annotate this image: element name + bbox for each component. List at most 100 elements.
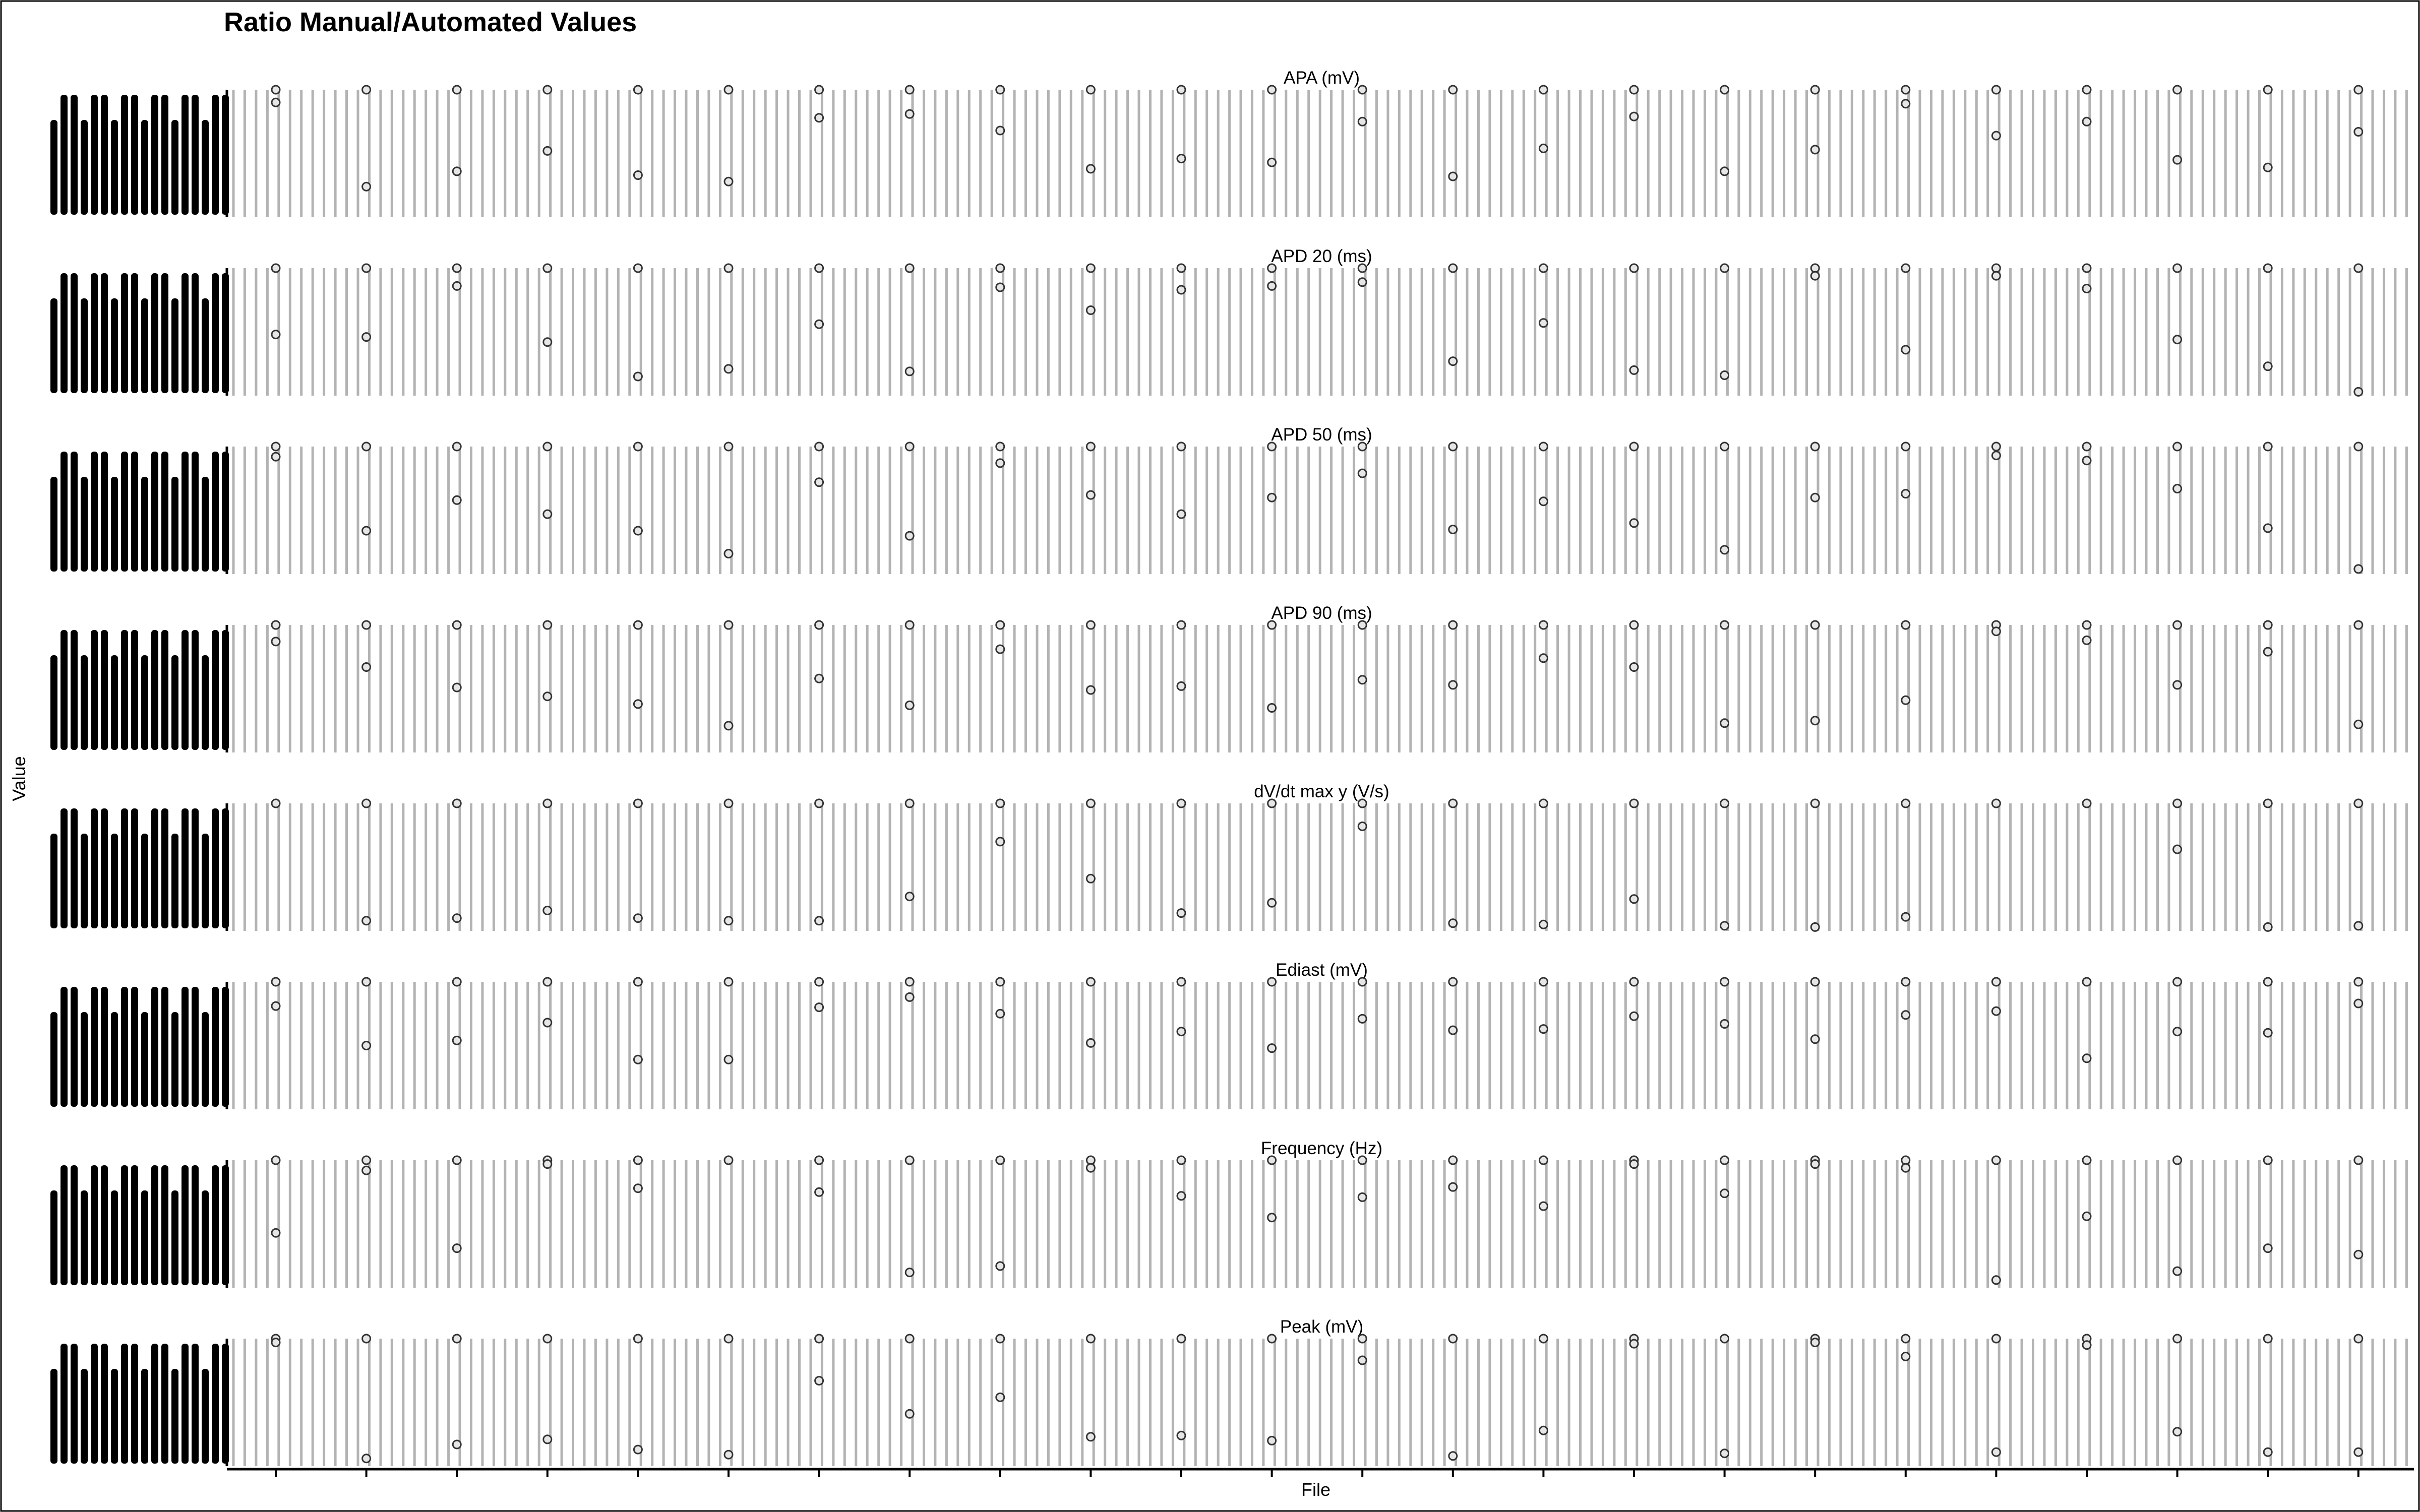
data-point	[1267, 1155, 1277, 1165]
data-point	[1448, 620, 1458, 630]
data-point	[2263, 442, 2273, 452]
y-tick-label-glyphs	[111, 120, 118, 215]
data-point	[2082, 1053, 2092, 1063]
y-tick-label-glyphs	[50, 477, 57, 572]
data-point	[271, 85, 281, 95]
data-point	[904, 85, 915, 95]
y-tick-label-glyphs	[111, 834, 118, 928]
y-tick-label-glyphs	[212, 273, 219, 393]
data-point	[1901, 345, 1911, 355]
data-point	[1901, 798, 1911, 808]
data-point	[452, 1439, 462, 1450]
data-point	[1720, 1019, 1730, 1029]
data-point	[2263, 523, 2273, 533]
y-tick-label-glyphs	[171, 298, 178, 393]
data-point	[1629, 798, 1639, 808]
data-point	[1720, 620, 1730, 630]
panel-title: APD 20 (ms)	[1271, 246, 1372, 266]
y-tick-label-glyphs	[212, 630, 219, 750]
panel-3: APD 50 (ms)	[50, 425, 2408, 574]
y-tick-label-glyphs	[182, 630, 189, 750]
data-point	[904, 977, 915, 987]
data-point	[1720, 1448, 1730, 1459]
y-tick-label-glyphs	[182, 1165, 189, 1285]
data-point	[1991, 442, 2001, 452]
data-point	[1810, 85, 1820, 95]
data-point	[1629, 442, 1639, 452]
y-tick-label-glyphs	[182, 452, 189, 572]
data-point	[1538, 1201, 1548, 1211]
data-point	[542, 1434, 553, 1444]
data-point	[814, 113, 824, 123]
y-tick-label-glyphs	[131, 452, 138, 572]
panel-title: dV/dt max y (V/s)	[1254, 782, 1389, 801]
y-tick-label-block	[50, 987, 229, 1107]
data-point	[2353, 127, 2364, 137]
data-point	[1085, 85, 1096, 95]
data-point	[452, 1155, 462, 1165]
data-point	[1720, 1155, 1730, 1165]
data-point	[2172, 844, 2183, 854]
data-point	[995, 977, 1005, 987]
y-tick-label-glyphs	[111, 655, 118, 750]
data-point	[2353, 85, 2364, 95]
y-tick-label-glyphs	[141, 120, 148, 215]
data-point	[633, 1183, 643, 1193]
data-point	[1538, 620, 1548, 630]
y-tick-label-block	[50, 630, 229, 750]
data-point	[1085, 442, 1096, 452]
y-tick-label-glyphs	[171, 655, 178, 750]
data-point	[723, 977, 734, 987]
y-tick-label-glyphs	[192, 630, 199, 750]
data-point	[2353, 921, 2364, 931]
data-point	[995, 1334, 1005, 1344]
data-point	[1901, 977, 1911, 987]
panel-grid	[232, 1160, 2408, 1288]
y-tick-label-glyphs	[141, 834, 148, 928]
panel-1: APA (mV)	[50, 68, 2408, 217]
data-point	[1720, 263, 1730, 273]
data-point	[1810, 492, 1820, 502]
data-point	[1176, 85, 1186, 95]
panel-title: APD 90 (ms)	[1271, 603, 1372, 623]
y-tick-label-glyphs	[212, 808, 219, 928]
data-point	[1267, 1043, 1277, 1053]
data-point	[1629, 1339, 1639, 1349]
data-point	[1538, 263, 1548, 273]
y-tick-label-glyphs	[202, 120, 209, 215]
data-point	[723, 549, 734, 558]
data-point	[1538, 496, 1548, 507]
data-point	[1085, 798, 1096, 808]
data-point	[633, 526, 643, 536]
data-point	[814, 620, 824, 630]
data-point	[1629, 977, 1639, 987]
data-point	[1720, 921, 1730, 931]
data-point	[452, 1243, 462, 1253]
data-point	[1085, 873, 1096, 884]
data-point	[633, 170, 643, 180]
data-point	[723, 1450, 734, 1460]
data-point	[2172, 977, 2183, 987]
y-tick-label-glyphs	[71, 1344, 78, 1464]
data-point	[1085, 1432, 1096, 1442]
y-tick-label-glyphs	[161, 630, 168, 750]
data-point	[1901, 263, 1911, 273]
y-tick-label-glyphs	[171, 1190, 178, 1285]
panel-grid	[232, 90, 2408, 217]
data-point	[2172, 1334, 2183, 1344]
data-point	[814, 1376, 824, 1385]
panel-title: Peak (mV)	[1280, 1317, 1363, 1337]
data-point	[1357, 675, 1367, 685]
data-point	[995, 644, 1005, 654]
data-point	[723, 1155, 734, 1165]
y-tick-label-glyphs	[171, 1369, 178, 1464]
data-point	[1176, 1430, 1186, 1440]
y-tick-label-glyphs	[202, 477, 209, 572]
data-point	[2172, 1427, 2183, 1437]
data-point	[452, 85, 462, 95]
y-tick-label-glyphs	[101, 808, 108, 928]
y-tick-label-glyphs	[202, 1190, 209, 1285]
y-tick-label-glyphs	[91, 1165, 98, 1285]
